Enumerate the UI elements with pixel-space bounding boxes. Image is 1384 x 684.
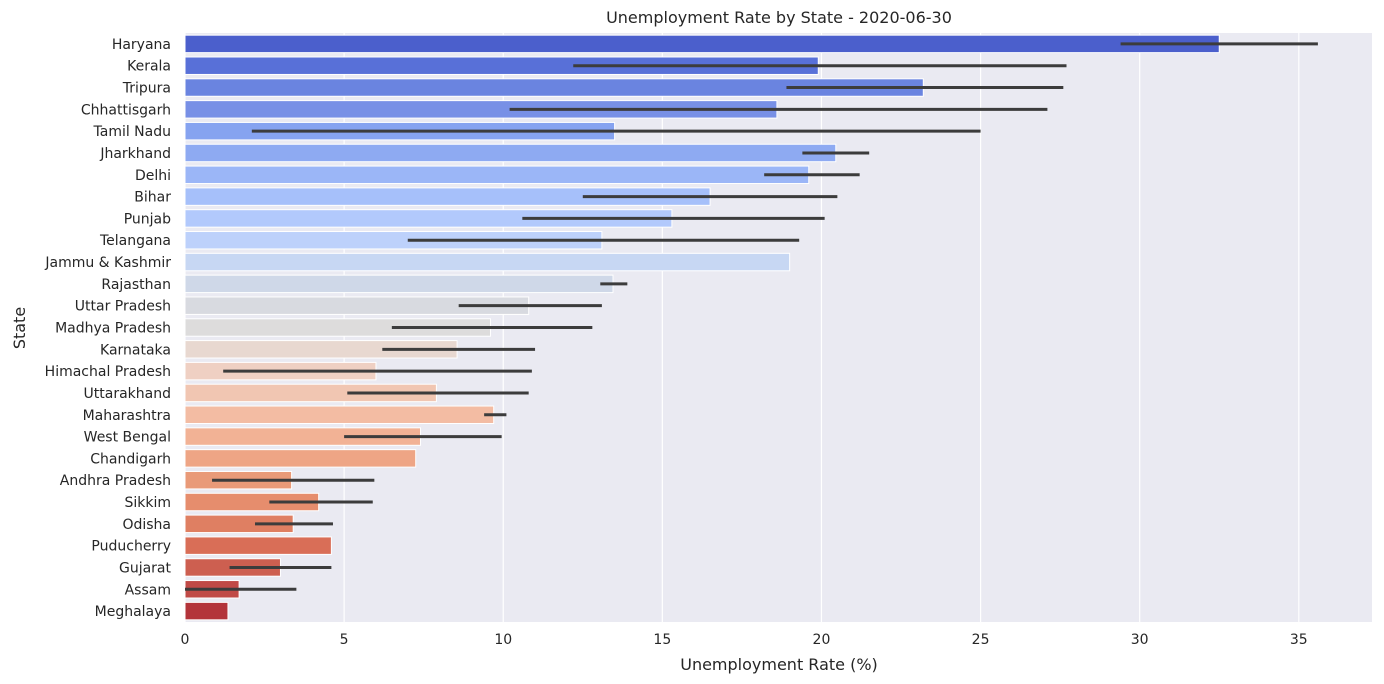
x-tick-label: 30 [1131, 632, 1149, 648]
bar [184, 165, 810, 185]
bar [184, 252, 791, 272]
bar [184, 449, 417, 468]
y-tick-label: Punjab [124, 211, 171, 227]
y-tick-label: Haryana [112, 37, 171, 53]
y-tick-label: Odisha [122, 517, 171, 533]
y-tick-label: Madhya Pradesh [55, 321, 171, 337]
y-tick-label: Telangana [99, 233, 171, 249]
y-tick-label: Jharkhand [99, 146, 171, 162]
y-tick-label: Maharashtra [83, 408, 171, 424]
y-tick-label: Rajasthan [101, 277, 171, 293]
chart-title: Unemployment Rate by State - 2020-06-30 [606, 8, 952, 27]
y-tick-label: Chhattisgarh [81, 102, 171, 118]
y-tick-labels: Haryana Kerala Tripura Chhattisgarh Tamil Na… [44, 37, 171, 620]
bar [184, 601, 229, 621]
y-tick-label: Meghalaya [95, 604, 171, 620]
bar [184, 34, 1220, 54]
y-tick-label: Uttarakhand [84, 386, 171, 402]
bars [184, 34, 1220, 621]
x-tick-label: 0 [181, 632, 190, 648]
y-tick-label: Puducherry [91, 539, 171, 555]
y-tick-label: Gujarat [119, 560, 172, 576]
y-tick-label: Kerala [127, 59, 171, 75]
bar [184, 405, 495, 424]
x-tick-label: 10 [494, 632, 512, 648]
error-bars [185, 42, 1318, 591]
x-tick-label: 15 [653, 632, 671, 648]
x-axis-label: Unemployment Rate (%) [680, 655, 878, 674]
x-tick-label: 20 [813, 632, 831, 648]
bar [184, 143, 837, 163]
y-tick-label: Jammu & Kashmir [44, 255, 171, 271]
y-tick-label: Andhra Pradesh [60, 473, 171, 489]
x-tick-label: 5 [340, 632, 349, 648]
x-tick-labels: 0 5 10 15 20 25 30 35 [181, 632, 1308, 648]
y-tick-label: Tamil Nadu [93, 124, 172, 140]
x-tick-label: 25 [972, 632, 990, 648]
y-tick-label: Himachal Pradesh [45, 364, 171, 380]
x-tick-label: 35 [1290, 632, 1308, 648]
y-axis-label: State [10, 307, 29, 349]
bar [184, 536, 332, 555]
y-tick-label: Uttar Pradesh [75, 299, 171, 315]
y-tick-label: Delhi [135, 168, 171, 184]
y-tick-label: West Bengal [84, 430, 171, 446]
y-tick-label: Karnataka [100, 342, 171, 358]
bar [184, 274, 614, 294]
y-tick-label: Tripura [122, 81, 171, 97]
y-tick-label: Bihar [134, 190, 171, 206]
y-tick-label: Chandigarh [90, 451, 171, 467]
y-tick-label: Sikkim [124, 495, 171, 511]
y-tick-label: Assam [125, 582, 171, 598]
